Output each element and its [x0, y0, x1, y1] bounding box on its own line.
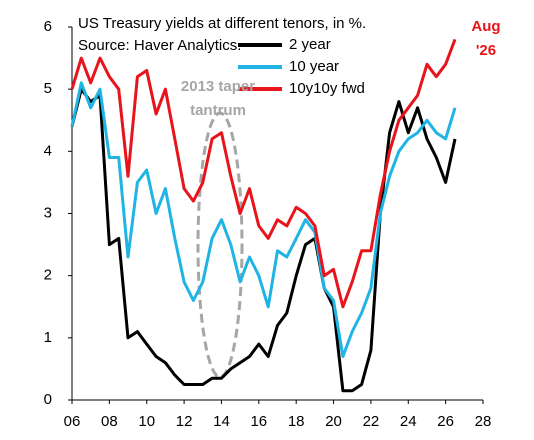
series-line [70, 38, 457, 309]
legend-label: 10 year [289, 58, 339, 75]
x-tick-label: 16 [250, 413, 267, 430]
y-tick-label: 0 [44, 391, 52, 408]
chart-title: US Treasury yields at different tenors, … [78, 15, 366, 32]
x-tick-label: 22 [363, 413, 380, 430]
y-tick-label: 6 [44, 18, 52, 35]
x-tick-label: 24 [400, 413, 417, 430]
highlight-ellipse [196, 111, 244, 379]
x-tick-label: 10 [138, 413, 155, 430]
x-tick-label: 26 [437, 413, 454, 430]
chart-subtitle: Source: Haver Analytics. [78, 37, 241, 54]
x-tick-label: 06 [64, 413, 81, 430]
annotation: tantrum [190, 102, 246, 119]
y-tick-label: 1 [44, 329, 52, 346]
series-line [70, 87, 457, 393]
series-line [70, 81, 457, 358]
y-tick-label: 2 [44, 267, 52, 284]
legend-label: 2 year [289, 36, 331, 53]
y-tick-label: 3 [44, 204, 52, 221]
annotation: 2013 taper [181, 78, 255, 95]
y-tick-label: 5 [44, 80, 52, 97]
y-tick-label: 4 [44, 142, 52, 159]
annotation: Aug [471, 18, 500, 35]
x-tick-label: 18 [288, 413, 305, 430]
x-tick-label: 20 [325, 413, 342, 430]
legend-label: 10y10y fwd [289, 80, 365, 97]
x-tick-label: 12 [176, 413, 193, 430]
x-tick-label: 28 [475, 413, 492, 430]
x-tick-label: 08 [101, 413, 118, 430]
x-tick-label: 14 [213, 413, 230, 430]
annotation: '26 [476, 42, 496, 59]
